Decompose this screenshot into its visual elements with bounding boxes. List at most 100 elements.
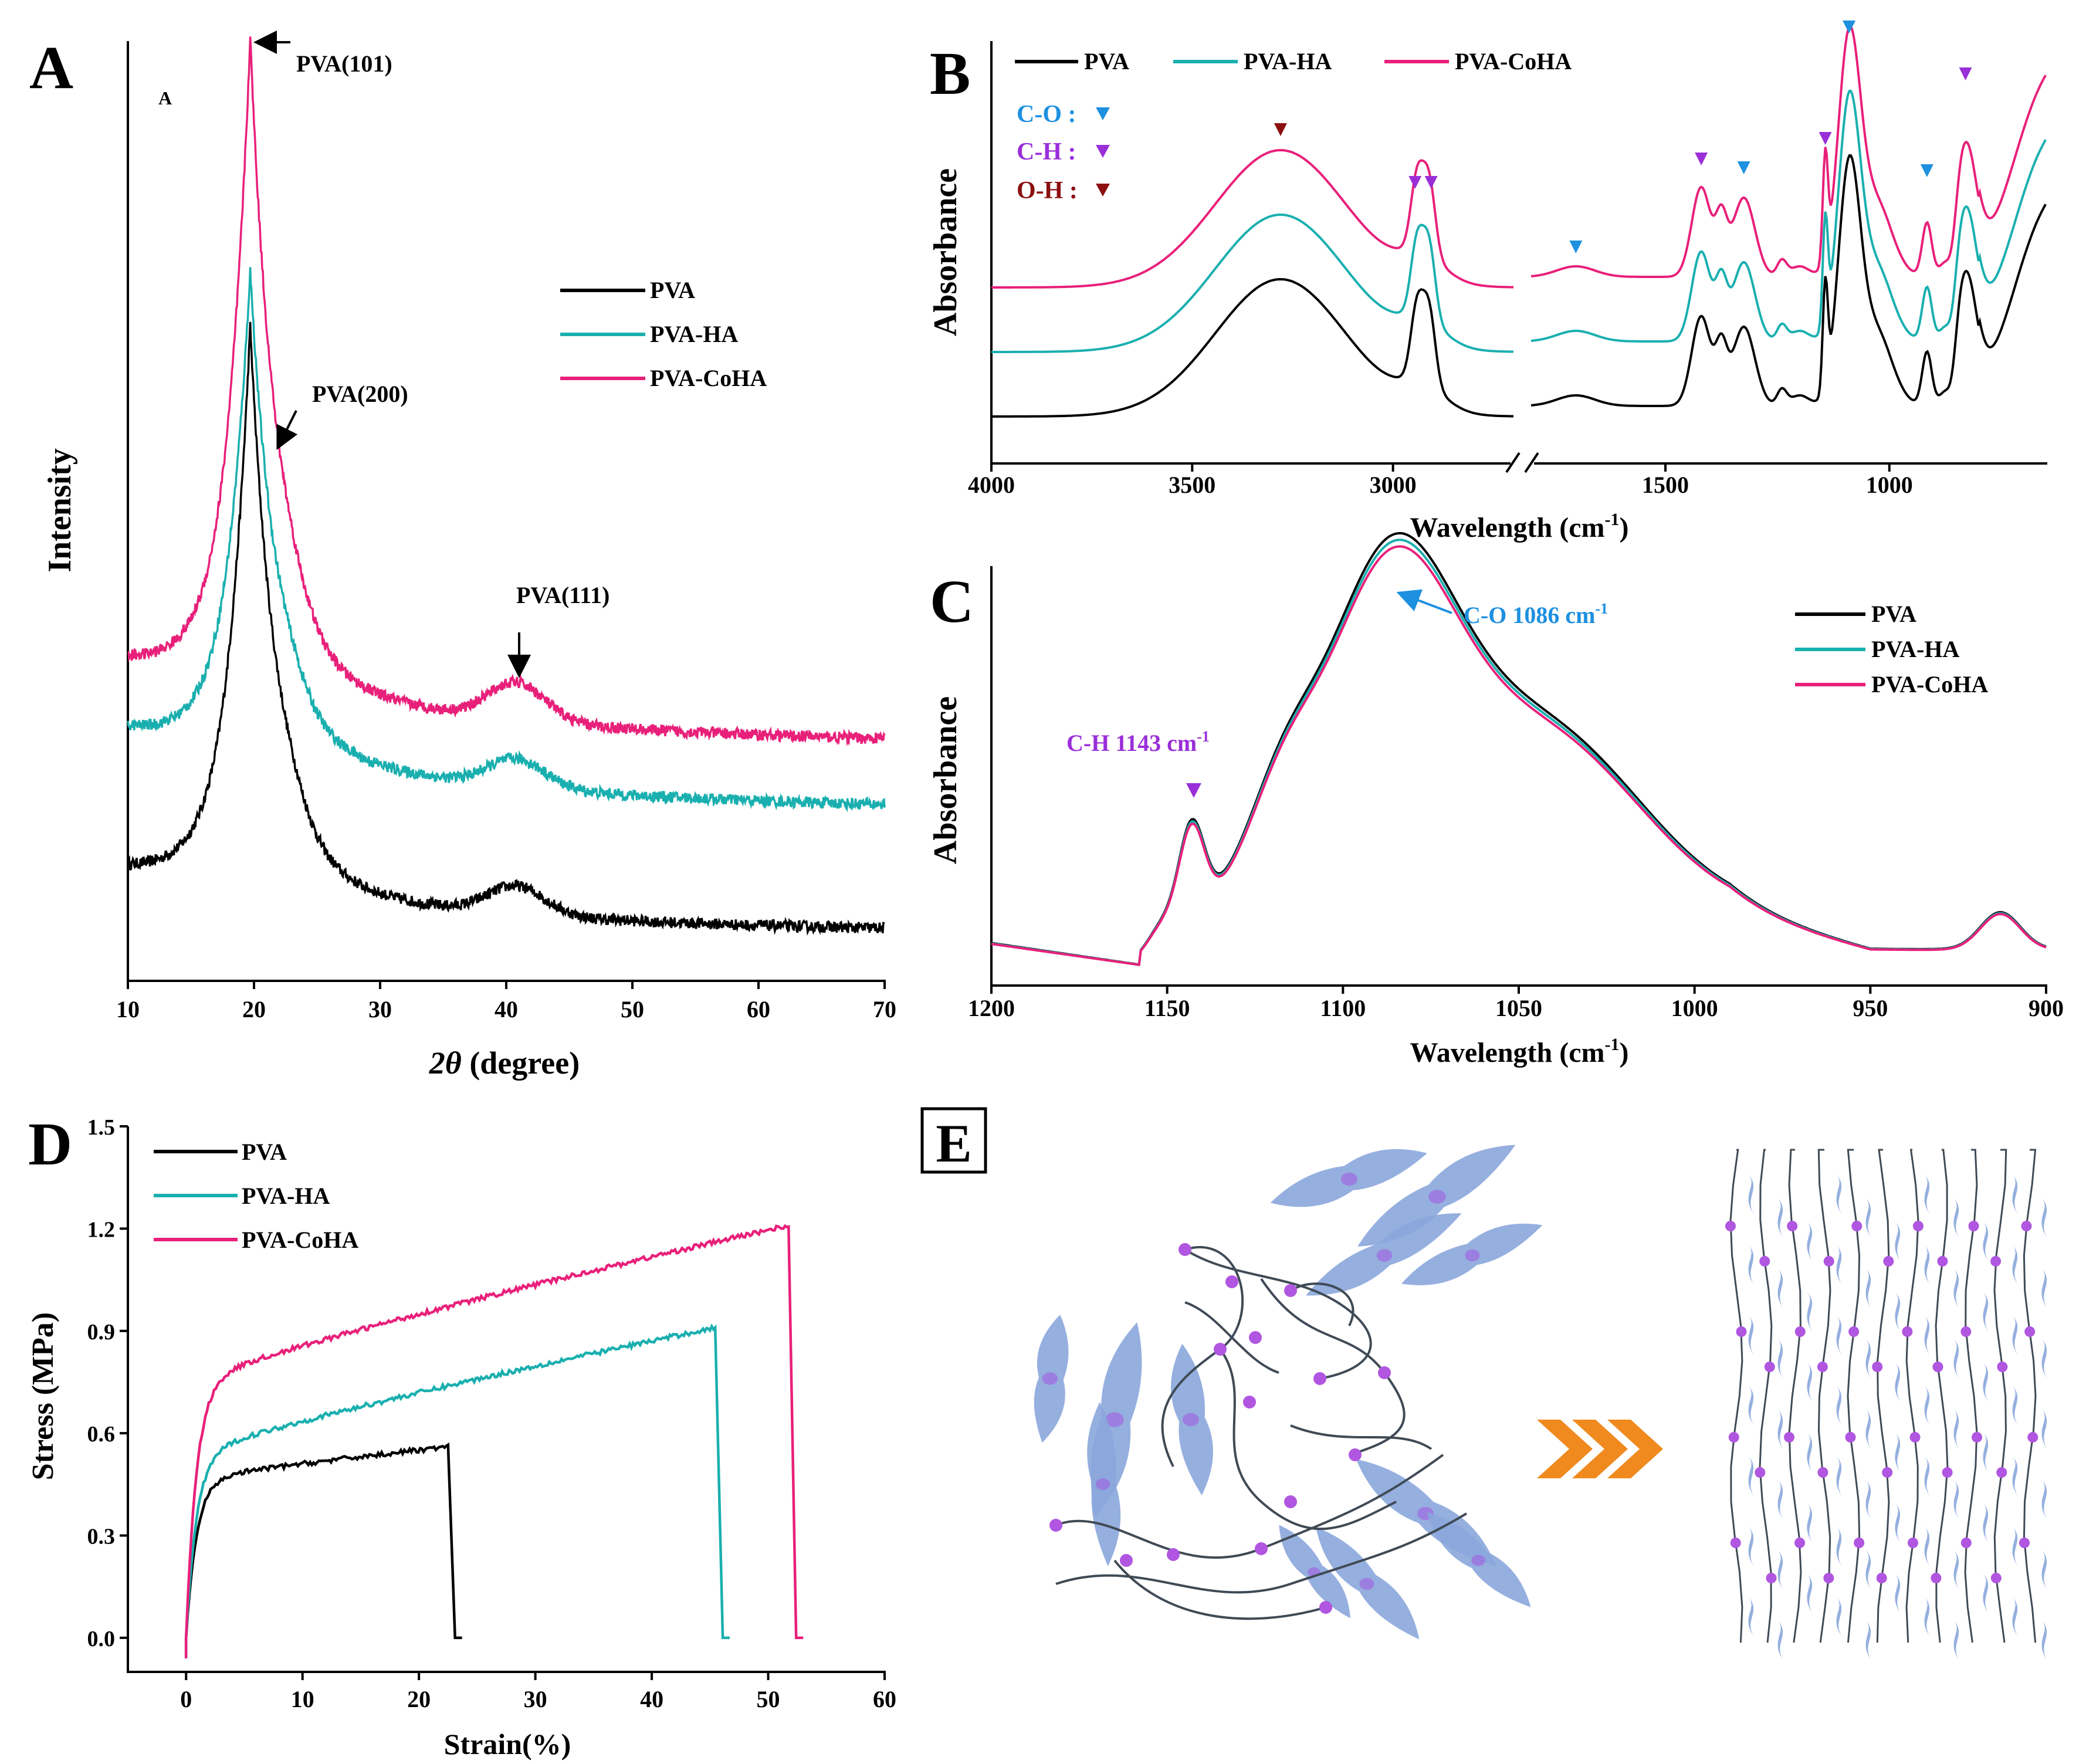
crosslink-node — [1736, 1326, 1747, 1337]
aligned-network-illustration — [1725, 1149, 2047, 1660]
x-tick-label: 50 — [757, 1686, 780, 1712]
aligned-cell-shape — [1806, 1291, 1813, 1332]
aligned-cell-shape — [1952, 1549, 1959, 1590]
crosslink-node — [1349, 1448, 1362, 1461]
cell-nucleus — [1428, 1190, 1446, 1204]
aligned-cell-shape — [1923, 1173, 1930, 1214]
crosslink-node — [1851, 1221, 1862, 1231]
crosslink-node — [1817, 1362, 1828, 1372]
aligned-chain — [1759, 1149, 1773, 1643]
crosslink-node — [1902, 1326, 1913, 1337]
crosslink-node — [1167, 1548, 1180, 1561]
crosslink-node — [1942, 1467, 1953, 1478]
legend-label-pva-coha: PVA-CoHA — [1455, 48, 1572, 75]
co-peak-marker-icon — [1569, 241, 1583, 253]
crosslink-node — [1990, 1573, 2002, 1583]
aligned-cell-shape — [1806, 1502, 1813, 1543]
x-tick-label: 950 — [1853, 995, 1888, 1021]
aligned-cell-shape — [1864, 1619, 1871, 1660]
legend-label-pva-ha: PVA-HA — [650, 321, 738, 347]
crosslink-node — [2019, 1538, 2030, 1548]
crosslink-node — [1049, 1519, 1062, 1532]
polymer-chain — [1113, 1559, 1326, 1620]
marker-legend-oh-icon — [1096, 184, 1110, 197]
crosslink-node — [1179, 1243, 1191, 1256]
panel-b-xlabel: Wavelength (cm-1) — [1410, 510, 1629, 543]
crosslink-node — [1243, 1396, 1256, 1409]
aligned-cell-shape — [1747, 1314, 1754, 1355]
series-pva — [127, 321, 885, 936]
crosslink-node — [1214, 1343, 1227, 1356]
cell-nucleus — [1095, 1478, 1110, 1490]
x-tick-label: 4000 — [968, 472, 1015, 498]
aligned-cell-shape — [2040, 1619, 2047, 1660]
marker-legend-co: C-O : — [1017, 101, 1076, 128]
crosslink-node — [1764, 1362, 1775, 1372]
crosslink-node — [1313, 1372, 1326, 1385]
x-tick-label: 0 — [180, 1686, 192, 1712]
y-tick-label: 0.6 — [87, 1422, 116, 1447]
crosslink-node — [1968, 1221, 1979, 1231]
annotation-pva-200: PVA(200) — [312, 381, 408, 407]
ch-peak-marker-icon — [1424, 176, 1438, 189]
aligned-cell-shape — [1835, 1384, 1842, 1426]
aligned-cell-shape — [1894, 1502, 1901, 1543]
cell-nucleus — [1105, 1412, 1124, 1427]
aligned-cell-shape — [2011, 1384, 2018, 1426]
x-tick-label: 30 — [524, 1686, 547, 1712]
oh-peak-marker-icon — [1274, 123, 1287, 136]
panel-a-letter: A — [29, 34, 73, 101]
series-pva-coha — [184, 1224, 804, 1658]
x-tick-label: 3500 — [1169, 472, 1215, 498]
panel-c-x-ticks: 1200 1150 1100 1050 1000 950 900 — [968, 986, 2064, 1021]
crosslink-node — [1937, 1256, 1948, 1267]
panel-b-curves — [991, 25, 2047, 418]
crosslink-node — [1817, 1467, 1828, 1478]
panel-a-curves — [127, 36, 886, 936]
series-pva-ha — [184, 1323, 730, 1658]
aligned-cell-shape — [1747, 1596, 1754, 1637]
crosslink-node — [1794, 1538, 1806, 1548]
crosslink-node — [1854, 1538, 1865, 1548]
aligned-cell-shape — [1982, 1431, 1989, 1472]
aligned-cell-shape — [1982, 1291, 1989, 1332]
legend-label-pva: PVA — [242, 1139, 287, 1165]
y-tick-label: 0.0 — [87, 1627, 116, 1651]
aligned-cell-shape — [2011, 1314, 2018, 1355]
x-tick-label: 20 — [407, 1686, 431, 1712]
panel-c-xlabel-sup: -1 — [1604, 1035, 1619, 1054]
crosslink-node — [1794, 1326, 1806, 1337]
crosslink-node — [1960, 1538, 1972, 1548]
legend-label-pva-ha: PVA-HA — [242, 1183, 330, 1209]
aligned-cell-shape — [1776, 1478, 1783, 1519]
marker-legend-ch: C-H : — [1017, 138, 1076, 165]
series-pva-coha — [991, 545, 2047, 966]
x-tick-label: 40 — [495, 996, 518, 1022]
ch-peak-marker-icon — [1408, 176, 1422, 189]
x-tick-label: 900 — [2029, 995, 2064, 1021]
aligned-cell-shape — [1894, 1220, 1901, 1261]
annotation-co-sup: -1 — [1595, 600, 1608, 617]
aligned-cell-shape — [1864, 1338, 1871, 1379]
aligned-cell-shape — [1806, 1572, 1813, 1613]
aligned-cell-shape — [1835, 1455, 1842, 1496]
crosslink-node — [1284, 1284, 1297, 1297]
crosslink-node — [1996, 1467, 2007, 1478]
x-tick-label: 30 — [368, 996, 392, 1022]
aligned-cell-shape — [1835, 1244, 1842, 1285]
aligned-cell-shape — [1776, 1408, 1783, 1449]
panel-a-xlabel: 2θ (degree) — [429, 1045, 580, 1081]
aligned-cell-shape — [1952, 1619, 1959, 1660]
series-pva-coha-right — [1530, 25, 2047, 278]
panel-c: C 1200 1150 1100 1050 1000 950 900 Absorbance … — [927, 532, 2064, 1068]
annotation-pva-101: PVA(101) — [296, 50, 392, 77]
cell-nucleus — [1359, 1577, 1374, 1590]
aligned-cell-shape — [2040, 1549, 2047, 1590]
aligned-cell-shape — [1806, 1361, 1813, 1402]
aligned-cell-shape — [1952, 1478, 1959, 1519]
x-tick-label: 1000 — [1866, 472, 1913, 498]
aligned-cell-shape — [1776, 1197, 1783, 1238]
co-peak-marker-icon — [1737, 161, 1750, 174]
panel-b-xlabel-end: ) — [1619, 512, 1628, 543]
aligned-cell-shape — [1894, 1291, 1901, 1332]
